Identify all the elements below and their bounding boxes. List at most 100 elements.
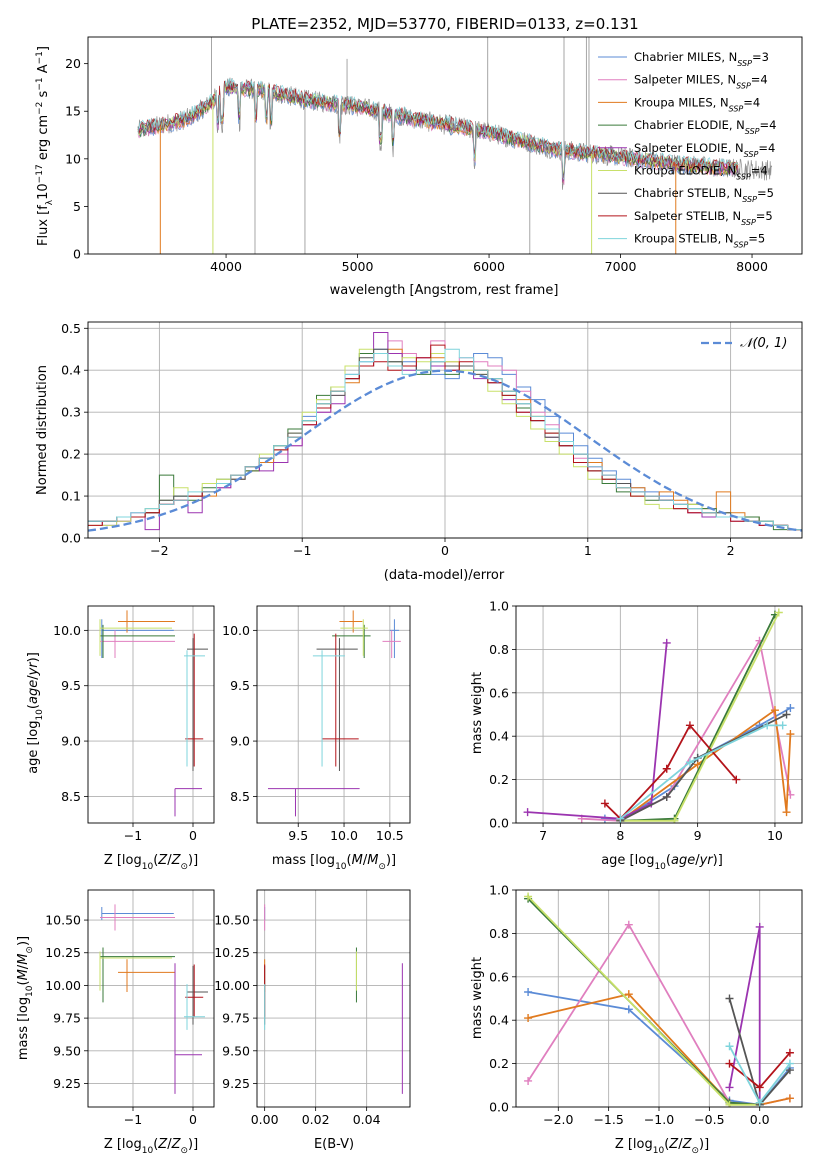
- weight-marker-kroupa_elodie: [774, 608, 783, 617]
- y-tick-label: 9.50: [222, 1043, 250, 1058]
- label-part: −1: [35, 77, 45, 90]
- legend-label-sub: SSP: [745, 127, 760, 136]
- mass_vs_Z-frame: [87, 889, 215, 1108]
- y-tick-label: 0.0: [489, 1100, 509, 1115]
- mass-vs-ebv-x-label: E(B-V): [314, 1137, 354, 1152]
- y-tick-label: 10.00: [45, 978, 81, 993]
- legend-label-sub: SSP: [734, 240, 749, 249]
- label-part: 10: [142, 1146, 154, 1156]
- age-vs-Z-x-label: Z [log10(Z/Z⊙)]: [104, 853, 198, 872]
- weight-marker-kroupa_miles: [624, 990, 633, 999]
- weight-marker-kroupa_stelib: [616, 814, 625, 823]
- y-tick-label: 9.25: [53, 1076, 81, 1091]
- residuals-x-label: (data-model)/error: [384, 568, 505, 583]
- label-part: )]: [699, 1137, 709, 1152]
- legend-label: 𝒩(0, 1): [740, 336, 787, 351]
- legend-label-suffix: =5: [748, 232, 765, 246]
- weight-marker-salpeter_stelib: [685, 721, 694, 730]
- massweight_vs_Z-frame: [515, 889, 803, 1108]
- label-part: 10: [35, 709, 45, 721]
- label-part: mass weight: [470, 957, 485, 1039]
- spectrum-y-label: Flux [fλ10−17 erg cm−2 s−1 A−1]: [35, 46, 55, 246]
- age_vs_Z-axes: −1 0 8.5 9.0 9.5 10.0: [53, 606, 214, 843]
- y-tick-label: 20: [65, 56, 81, 71]
- legend-label-sub: SSP: [741, 217, 756, 226]
- y-tick-label: 1.0: [489, 599, 509, 614]
- x-tick-label: 8: [616, 828, 624, 843]
- x-tick-label: 0.0: [750, 1112, 770, 1127]
- y-tick-label: 0: [73, 247, 81, 262]
- residuals-frame: [87, 321, 803, 539]
- legend-label: Chabrier ELODIE, NSSP=4: [634, 118, 776, 136]
- x-tick-label: 0.04: [353, 1112, 381, 1127]
- age_vs_Z-data: [99, 610, 208, 817]
- x-tick-label: −1: [293, 543, 311, 558]
- x-tick-label: 0: [441, 543, 449, 558]
- legend-label-suffix: =5: [757, 186, 774, 200]
- legend-label-suffix: =4: [760, 118, 777, 132]
- weight-marker-salpeter_stelib: [755, 1083, 764, 1092]
- label-part: /: [695, 853, 700, 868]
- legend-label-sub: SSP: [736, 172, 751, 181]
- y-tick-label: 0.6: [489, 969, 509, 984]
- y-tick-label: 9.50: [53, 1043, 81, 1058]
- label-part: (: [153, 1137, 158, 1152]
- legend-label-main: Salpeter STELIB, N: [634, 209, 741, 223]
- weight-marker-chabrier_miles: [524, 987, 533, 996]
- weight-marker-chabrier_stelib: [725, 994, 734, 1003]
- label-part: −1: [35, 51, 45, 64]
- label-part: ⊙: [180, 862, 188, 872]
- label-part: Z: [171, 1137, 182, 1152]
- label-part: ⊙: [180, 1146, 188, 1156]
- age_vs_mass-axes: 9.5 10.0 10.5 8.5 9.0 9.5 10.0: [222, 606, 410, 843]
- legend-label-sub: SSP: [736, 81, 751, 90]
- massweight-vs-Z-x-label: Z [log10(Z/Z⊙)]: [615, 1137, 709, 1156]
- label-part: s: [36, 90, 51, 101]
- label-part: 10: [654, 862, 666, 872]
- legend-label-main: Chabrier ELODIE, N: [634, 118, 745, 132]
- weight-marker-kroupa_stelib: [778, 721, 787, 730]
- y-tick-label: 10.50: [214, 913, 250, 928]
- label-part: /: [16, 964, 31, 969]
- label-part: mass weight: [470, 672, 485, 754]
- weight-line-kroupa_elodie: [527, 895, 760, 1106]
- y-tick-label: 0.2: [489, 1056, 509, 1071]
- label-part: M: [16, 969, 31, 980]
- weight-line-kroupa_stelib: [619, 724, 783, 820]
- weight-marker-kroupa_stelib: [725, 1042, 734, 1051]
- label-part: 10: [25, 985, 35, 997]
- mass-vs-Z-x-label: Z [log10(Z/Z⊙)]: [104, 1137, 198, 1156]
- label-part: mass [log: [272, 853, 335, 868]
- label-part: /: [167, 853, 172, 868]
- label-part: −17: [35, 164, 45, 183]
- legend-label-suffix: =3: [752, 50, 769, 64]
- spectrum-data: [137, 37, 773, 254]
- legend-label-suffix: =4: [758, 141, 775, 155]
- legend-label: Chabrier STELIB, NSSP=5: [634, 186, 774, 204]
- mass-vs-Z-y-label: mass [log10(M/M⊙)]: [16, 936, 35, 1060]
- weight-line-chabrier_elodie: [527, 898, 760, 1106]
- label-part: (: [664, 1137, 669, 1152]
- label-part: )]: [16, 936, 31, 946]
- label-part: (: [26, 704, 41, 709]
- y-tick-label: 8.5: [230, 789, 250, 804]
- weight-marker-kroupa_stelib: [785, 1059, 794, 1068]
- x-tick-label: 8000: [736, 259, 768, 274]
- legend-label-main: Kroupa MILES, N: [634, 95, 729, 109]
- x-tick-label: 0: [189, 828, 197, 843]
- y-tick-label: 10.0: [222, 623, 250, 638]
- label-part: E(B-V): [314, 1137, 354, 1152]
- label-part: yr: [699, 853, 715, 868]
- weight-marker-kroupa_miles: [785, 1094, 794, 1103]
- figure-title: PLATE=2352, MJD=53770, FIBERID=0133, z=0…: [251, 15, 638, 33]
- x-tick-label: 9: [694, 828, 702, 843]
- weight-marker-kroupa_miles: [524, 1014, 533, 1023]
- y-tick-label: 0.4: [489, 1013, 509, 1028]
- label-part: )]: [386, 853, 396, 868]
- label-part: (: [16, 980, 31, 985]
- mass_vs_ebv-data: [264, 904, 403, 1094]
- weight-line-chabrier_stelib: [619, 713, 787, 822]
- label-part: Z: [157, 853, 168, 868]
- x-tick-label: 2: [727, 543, 735, 558]
- label-part: )]: [713, 853, 723, 868]
